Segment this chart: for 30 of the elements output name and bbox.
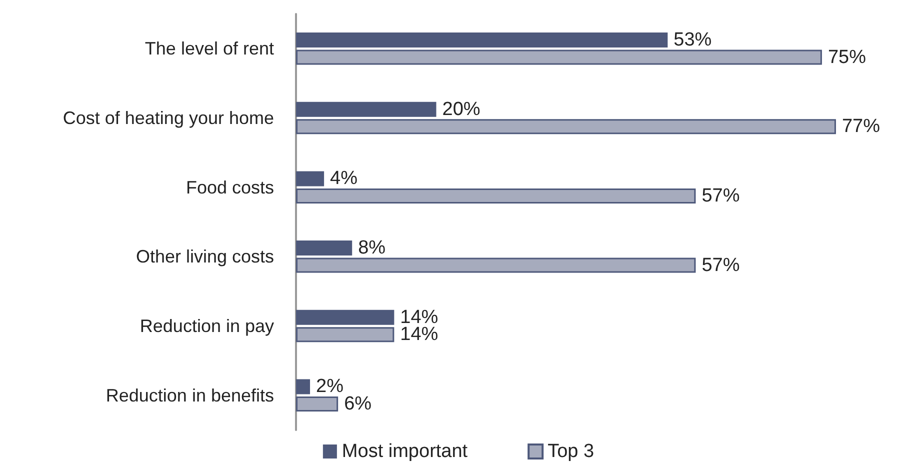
- data-label: 8%: [358, 238, 386, 259]
- legend-label: Most important: [342, 441, 468, 462]
- bar: [296, 310, 394, 325]
- y-tick-label: The level of rent: [144, 38, 274, 59]
- y-tick-label: Food costs: [186, 177, 274, 198]
- data-label: 57%: [702, 185, 740, 206]
- bar: [296, 50, 822, 65]
- y-tick-label: Other living costs: [136, 246, 274, 267]
- bar: [296, 119, 836, 134]
- data-label: 57%: [702, 254, 740, 276]
- bar: [296, 327, 394, 342]
- bar: [296, 32, 668, 48]
- legend-label: Top 3: [548, 441, 594, 462]
- data-label: 6%: [344, 393, 372, 414]
- data-label: 20%: [442, 98, 480, 120]
- data-label: 2%: [316, 376, 344, 398]
- bar: [296, 102, 436, 117]
- bar: [296, 396, 338, 412]
- y-tick-label: Reduction in benefits: [106, 385, 274, 406]
- bar: [296, 240, 352, 256]
- bar: [296, 188, 696, 204]
- y-tick-label: Reduction in pay: [140, 316, 274, 336]
- data-label: 75%: [828, 46, 866, 68]
- bar: [296, 171, 324, 186]
- data-label: 4%: [330, 168, 358, 190]
- bar: [296, 379, 310, 394]
- data-label: 77%: [842, 116, 880, 138]
- y-tick-label: Cost of heating your home: [62, 108, 274, 128]
- bar: [296, 258, 696, 273]
- data-label: 53%: [674, 30, 712, 51]
